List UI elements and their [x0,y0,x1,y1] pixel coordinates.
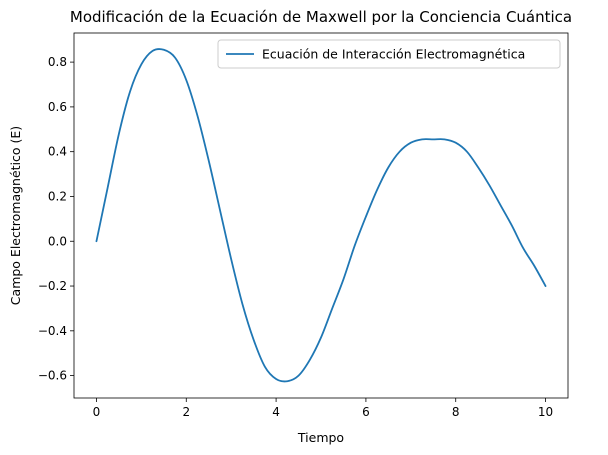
y-tick-label: −0.4 [38,324,67,338]
y-tick-label: 0.8 [48,55,67,69]
chart-title: Modificación de la Ecuación de Maxwell p… [70,8,572,26]
legend-entry-label: Ecuación de Interacción Electromagnética [262,47,525,62]
x-tick-label: 2 [182,405,190,419]
y-tick-label: 0.6 [48,100,67,114]
x-axis-label: Tiempo [297,430,344,445]
y-tick-label: 0.0 [48,234,67,248]
x-tick-label: 4 [272,405,280,419]
series-layer [95,48,547,383]
y-tick-label: 0.2 [48,189,67,203]
y-tick-label: −0.2 [38,279,67,293]
series-line [95,48,547,383]
axis-ticks: 0 2 4 6 8 10 −0.6 −0.4 −0.2 0.0 0.2 0.4 0.6 0.8 [38,55,553,419]
x-tick-label: 6 [362,405,370,419]
y-axis-label: Campo Electromagnético (E) [8,126,23,305]
plot-frame [73,32,569,399]
x-tick-label: 8 [452,405,460,419]
y-tick-label: 0.4 [48,145,67,159]
y-tick-label: −0.6 [38,369,67,383]
x-tick-label: 0 [93,405,101,419]
legend-box [217,39,561,69]
x-tick-label: 10 [538,405,553,419]
plot-area [73,32,569,399]
legend: Ecuación de Interacción Electromagnética [217,39,561,69]
